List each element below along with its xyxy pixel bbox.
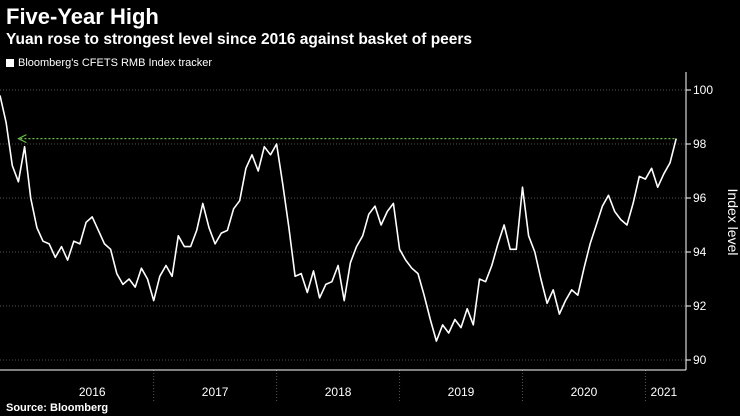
chart-subtitle: Yuan rose to strongest level since 2016 … <box>6 31 473 48</box>
y-tick-label: 98 <box>693 137 707 151</box>
reference-arrow <box>17 134 677 144</box>
y-tick-label: 94 <box>693 245 707 259</box>
arrow-head <box>17 134 27 144</box>
legend: Bloomberg's CFETS RMB Index tracker <box>6 57 212 69</box>
x-tick-label: 2019 <box>448 385 475 399</box>
legend-label: Bloomberg's CFETS RMB Index tracker <box>18 57 213 69</box>
series-line <box>0 95 677 342</box>
x-tick-label: 2020 <box>571 385 598 399</box>
x-tick-label: 2018 <box>325 385 352 399</box>
y-tick-label: 90 <box>693 353 707 367</box>
x-tick-label: 2021 <box>651 385 678 399</box>
x-separators <box>153 370 646 402</box>
y-tick-label: 96 <box>693 191 707 205</box>
x-tick-label: 2016 <box>79 385 106 399</box>
legend-swatch <box>6 59 14 67</box>
y-axis-label: Index level <box>725 189 740 256</box>
grid-layer <box>0 89 686 361</box>
chart-title: Five-Year High <box>6 4 159 29</box>
x-tick-label: 2017 <box>202 385 229 399</box>
y-tick-label: 92 <box>693 299 707 313</box>
axes: 90 92 94 96 98 100 Index level 2016 2017 2018 2019… <box>0 72 740 399</box>
series-layer <box>0 95 677 342</box>
source-note: Source: Bloomberg <box>6 402 109 414</box>
y-tick-label: 100 <box>693 83 713 97</box>
